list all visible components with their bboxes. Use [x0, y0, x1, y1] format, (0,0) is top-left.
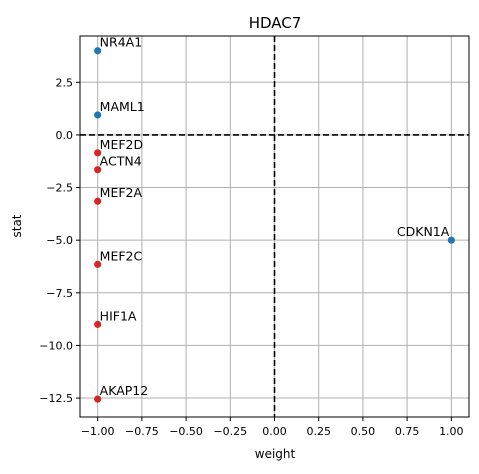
x-tick-label: −1.00	[81, 425, 115, 438]
data-point-cdkn1a	[447, 236, 455, 244]
point-label-actn4: ACTN4	[100, 154, 142, 169]
chart-title: HDAC7	[249, 14, 302, 32]
y-axis-ticks: 2.5 0.0 −2.5 −5.0 −7.5 −10.0 −12.5	[39, 76, 80, 405]
x-tick-label: −0.25	[213, 425, 247, 438]
point-label-maml1: MAML1	[100, 99, 145, 114]
y-tick-label: 2.5	[56, 76, 74, 89]
x-tick-label: −0.75	[125, 425, 159, 438]
data-point-mef2c	[94, 260, 102, 268]
y-tick-label: −10.0	[39, 339, 73, 352]
point-labels: NR4A1 MAML1 MEF2D ACTN4 MEF2A MEF2C HIF1A AKAP1…	[100, 35, 450, 398]
data-point-nr4a1	[94, 47, 102, 55]
y-axis-label: stat	[10, 214, 24, 237]
x-tick-label: 0.50	[351, 425, 376, 438]
data-point-actn4	[94, 166, 102, 174]
x-tick-label: 0.25	[306, 425, 331, 438]
y-tick-label: −7.5	[46, 287, 73, 300]
point-label-mef2a: MEF2A	[100, 185, 143, 200]
y-tick-label: −12.5	[39, 392, 73, 405]
point-label-nr4a1: NR4A1	[100, 35, 143, 50]
reference-lines	[80, 36, 469, 417]
x-tick-label: 0.75	[395, 425, 420, 438]
y-tick-label: −2.5	[46, 182, 73, 195]
x-tick-label: 0.00	[262, 425, 287, 438]
point-label-cdkn1a: CDKN1A	[397, 224, 450, 239]
y-tick-label: 0.0	[56, 129, 74, 142]
data-points	[94, 47, 455, 403]
data-point-hif1a	[94, 320, 102, 328]
x-tick-label: −0.50	[169, 425, 203, 438]
x-axis-ticks: −1.00 −0.75 −0.50 −0.25 0.00 0.25 0.50 0.75 1.00	[81, 417, 464, 438]
data-point-akap12	[94, 395, 102, 403]
point-label-mef2d: MEF2D	[100, 137, 143, 152]
point-label-hif1a: HIF1A	[100, 308, 137, 323]
x-tick-label: 1.00	[439, 425, 464, 438]
data-point-mef2d	[94, 149, 102, 157]
x-axis-label: weight	[255, 447, 296, 461]
data-point-mef2a	[94, 197, 102, 205]
y-tick-label: −5.0	[46, 234, 73, 247]
point-label-akap12: AKAP12	[100, 383, 149, 398]
point-label-mef2c: MEF2C	[100, 248, 143, 263]
data-point-maml1	[94, 111, 102, 119]
